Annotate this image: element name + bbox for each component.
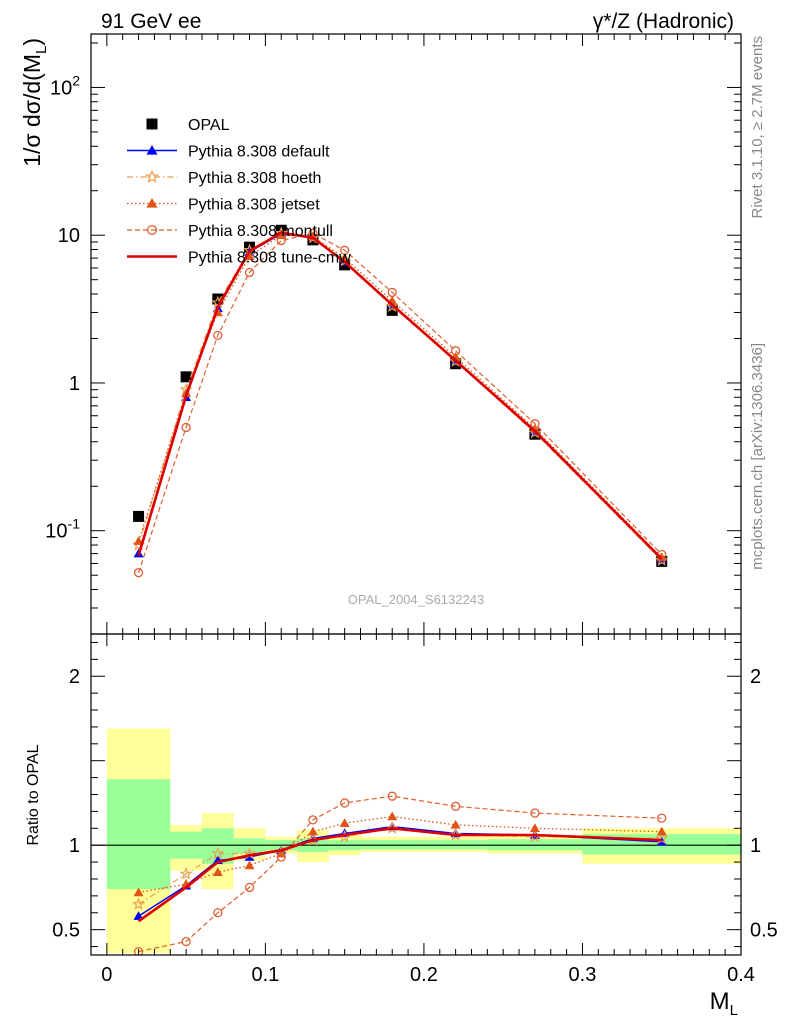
main-line-pythia-8-308-hoeth <box>138 232 663 561</box>
ratio-y-tick-label-right-1: 1 <box>750 835 761 857</box>
x-tick-label-0.4: 0.4 <box>727 964 755 986</box>
main-series-group <box>132 226 669 578</box>
ratio-point-pythia-8-308-montull-1 <box>181 936 191 947</box>
ratio-point-pythia-8-308-montull-3 <box>244 882 255 893</box>
legend-label-pythia-8-308-tune-cmw: Pythia 8.308 tune-cmw <box>188 250 351 267</box>
ratio-y-tick-label-right-2: 2 <box>750 666 761 688</box>
ratio-point-pythia-8-308-montull-7 <box>387 791 397 801</box>
main-point-opal-2 <box>212 293 224 305</box>
legend-label-pythia-8-308-montull: Pythia 8.308 montull <box>188 223 333 240</box>
legend-marker-pythia-8-308-hoeth <box>144 169 160 184</box>
side-label-rivet: Rivet 3.1.10, ≥ 2.7M events <box>749 36 766 219</box>
ratio-point-pythia-8-308-jetset-3 <box>244 860 255 870</box>
main-y-tick-label-0.1: 10-1 <box>45 516 80 543</box>
ratio-point-pythia-8-308-montull-10 <box>657 813 667 823</box>
ratio-series-group <box>132 791 669 955</box>
ratio-y-tick-label-left-1: 1 <box>69 835 80 857</box>
legend-label-pythia-8-308-default: Pythia 8.308 default <box>188 144 330 161</box>
main-y-tick-label-10: 10 <box>58 225 80 247</box>
legend-label-opal: OPAL <box>188 117 230 134</box>
main-line-pythia-8-308-tune-cmw <box>137 231 663 560</box>
ratio-y-tick-label-left-2: 2 <box>69 666 80 688</box>
main-point-opal-0 <box>133 510 145 522</box>
ratio-point-pythia-8-308-hoeth-10 <box>655 831 669 845</box>
ratio-y-tick-label-left-0.5: 0.5 <box>52 920 80 942</box>
ratio-y-axis-label: Ratio to OPAL <box>25 744 42 845</box>
legend-label-pythia-8-308-jetset: Pythia 8.308 jetset <box>188 197 320 214</box>
ratio-point-pythia-8-308-montull-6 <box>340 798 350 808</box>
x-axis-label: ML <box>710 988 738 1019</box>
ratio-point-pythia-8-308-jetset-7 <box>387 811 398 821</box>
main-point-pythia-8-308-hoeth-10 <box>655 553 669 566</box>
watermark-analysis-id: OPAL_2004_S6132243 <box>348 592 484 607</box>
ratio-point-pythia-8-308-montull-4 <box>276 852 286 862</box>
main-line-pythia-8-308-default <box>137 233 663 560</box>
ratio-point-pythia-8-308-hoeth-1 <box>179 867 193 880</box>
main-point-pythia-8-308-montull-8 <box>450 346 461 356</box>
main-data-points <box>133 224 668 567</box>
main-point-pythia-8-308-montull-7 <box>387 287 397 298</box>
ratio-point-pythia-8-308-jetset-2 <box>212 867 223 876</box>
main-point-opal-1 <box>180 371 192 383</box>
main-point-pythia-8-308-montull-9 <box>530 419 540 429</box>
x-tick-label-0.3: 0.3 <box>569 964 597 986</box>
ratio-point-pythia-8-308-jetset-5 <box>307 826 318 836</box>
ratio-point-pythia-8-308-montull-9 <box>530 808 540 818</box>
ratio-point-pythia-8-308-jetset-8 <box>450 819 461 829</box>
main-y-tick-label-100: 102 <box>50 72 80 99</box>
ratio-point-pythia-8-308-jetset-10 <box>656 826 667 836</box>
main-point-pythia-8-308-montull-1 <box>181 422 191 433</box>
main-point-pythia-8-308-jetset-10 <box>656 552 667 562</box>
ratio-point-pythia-8-308-jetset-9 <box>529 823 540 833</box>
ratio-y-tick-label-right-0.5: 0.5 <box>750 920 778 942</box>
ratio-point-pythia-8-308-hoeth-2 <box>211 846 225 860</box>
ratio-band-inner-3 <box>233 838 266 854</box>
legend-marker-opal <box>146 118 158 130</box>
header-left-title: 91 GeV ee <box>101 10 201 33</box>
ratio-point-pythia-8-308-jetset-6 <box>339 818 350 827</box>
x-tick-label-0.1: 0.1 <box>251 964 279 986</box>
ratio-point-pythia-8-308-hoeth-0 <box>132 897 146 910</box>
legend: OPAL Pythia 8.308 default Pythia 8.308 hoe… <box>127 117 351 267</box>
main-point-pythia-8-308-montull-2 <box>213 330 223 341</box>
ratio-band-inner-0 <box>106 779 171 890</box>
main-point-pythia-8-308-montull-0 <box>133 568 144 578</box>
x-tick-label-0.2: 0.2 <box>410 964 438 986</box>
ratio-point-pythia-8-308-hoeth-7 <box>385 821 399 834</box>
main-point-pythia-8-308-montull-3 <box>244 267 255 278</box>
main-line-pythia-8-308-jetset <box>137 234 663 558</box>
ratio-point-pythia-8-308-montull-0 <box>133 946 144 955</box>
legend-marker-pythia-8-308-montull <box>146 224 158 236</box>
ratio-line-pythia-8-308-montull <box>138 795 662 953</box>
header-right-title: γ*/Z (Hadronic) <box>593 10 734 33</box>
main-point-pythia-8-308-montull-6 <box>340 245 350 255</box>
side-label-mcplots: mcplots.cern.ch [arXiv:1306.3436] <box>749 343 766 570</box>
ratio-frame <box>90 633 742 956</box>
ratio-line-pythia-8-308-tune-cmw <box>137 826 662 923</box>
legend-marker-pythia-8-308-jetset <box>146 198 158 208</box>
ratio-point-pythia-8-308-default-0 <box>133 911 144 920</box>
ratio-point-pythia-8-308-montull-8 <box>450 801 461 811</box>
x-tick-label-0: 0 <box>101 964 112 986</box>
main-y-axis-label: 1/σ dσ/d(ML) <box>19 38 50 167</box>
ratio-point-pythia-8-308-montull-2 <box>213 908 223 918</box>
legend-marker-pythia-8-308-default <box>146 145 158 155</box>
legend-label-pythia-8-308-hoeth: Pythia 8.308 hoeth <box>188 170 321 187</box>
main-line-pythia-8-308-montull <box>138 232 663 573</box>
main-point-pythia-8-308-montull-4 <box>276 235 286 246</box>
main-point-opal-7 <box>386 304 398 316</box>
ratio-point-pythia-8-308-montull-5 <box>308 815 318 825</box>
ratio-point-pythia-8-308-jetset-0 <box>133 887 144 897</box>
main-y-tick-label-1: 1 <box>69 373 80 395</box>
